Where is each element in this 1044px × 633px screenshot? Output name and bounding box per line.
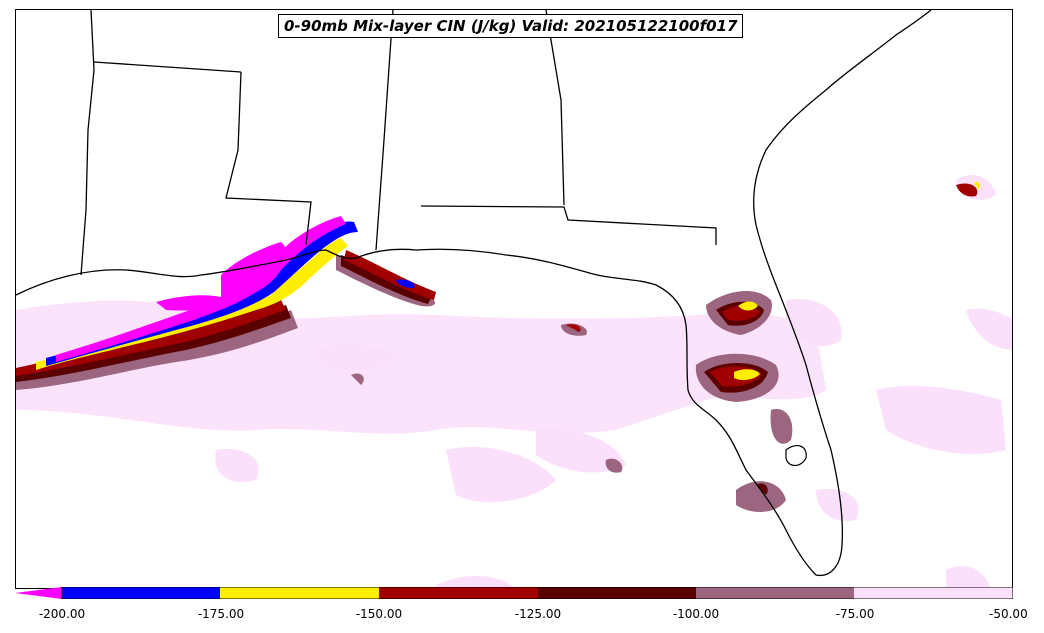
colorbar-extend-arrow <box>15 587 62 599</box>
cin-band-below-200 <box>56 216 346 362</box>
coastlines-and-borders <box>16 10 932 577</box>
colorbar-label: -125.00 <box>514 607 562 621</box>
colorbar-band-125-100 <box>538 587 696 599</box>
map-title: 0-90mb Mix-layer CIN (J/kg) Valid: 20210… <box>278 14 744 38</box>
colorbar-band-75-50 <box>854 587 1013 599</box>
map-panel <box>15 9 1013 589</box>
cin-map <box>16 10 1012 588</box>
lake-okeechobee <box>785 444 807 467</box>
colorbar-label: -175.00 <box>197 607 245 621</box>
colorbar-band-175-150 <box>220 587 379 599</box>
colorbar-band-150-125 <box>379 587 538 599</box>
colorbar-label: -150.00 <box>355 607 403 621</box>
colorbar-label: -200.00 <box>38 607 86 621</box>
colorbar-label: -75.00 <box>835 607 875 621</box>
cin-band-75-50 <box>16 175 1012 588</box>
colorbar <box>15 587 1013 599</box>
colorbar-band-200-175 <box>62 587 220 599</box>
colorbar-label: -50.00 <box>989 607 1028 621</box>
colorbar-label: -100.00 <box>672 607 720 621</box>
colorbar-band-100-75 <box>696 587 854 599</box>
